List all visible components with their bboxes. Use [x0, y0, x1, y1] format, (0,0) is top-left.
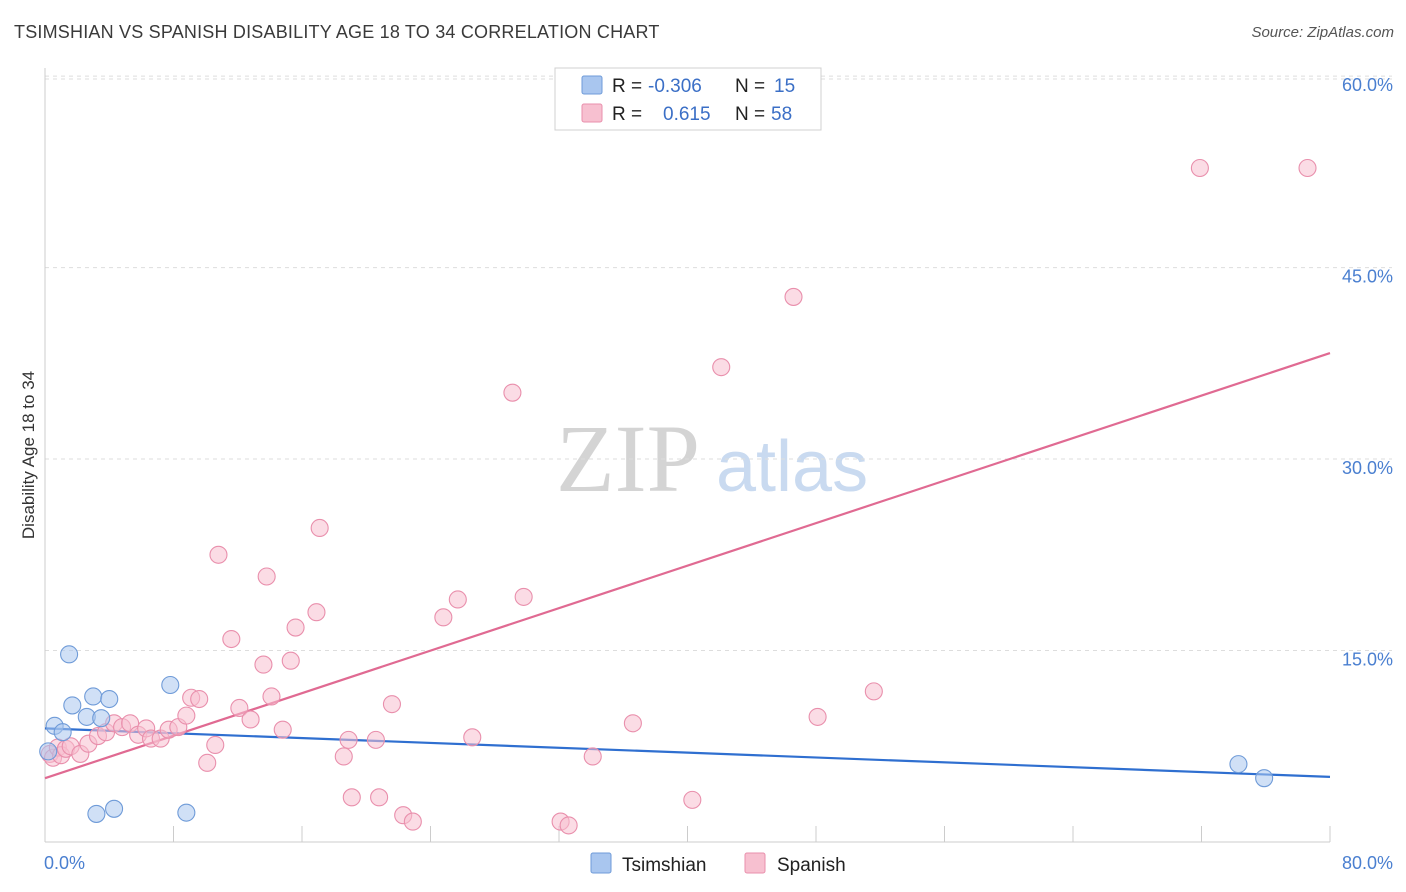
chart-title: TSIMSHIAN VS SPANISH DISABILITY AGE 18 T… [14, 22, 660, 42]
tsimshian-r-value: -0.306 [648, 76, 702, 97]
spanish-point [310, 518, 329, 538]
spanish-point [190, 689, 209, 709]
legend-spanish-label: Spanish [777, 855, 846, 876]
spanish-point [230, 698, 249, 718]
spanish-point [784, 287, 803, 306]
tsimshian-point [39, 742, 58, 761]
spanish-point [198, 753, 217, 772]
spanish-point [808, 707, 827, 726]
tsimshian-point [161, 675, 180, 695]
spanish-point [339, 730, 358, 749]
spanish-point [382, 695, 402, 714]
spanish-point [448, 590, 467, 609]
spanish-point [281, 651, 300, 670]
y-axis-label: Disability Age 18 to 34 [19, 371, 38, 539]
tsimshian-point [177, 803, 196, 822]
legend-spanish-swatch [744, 852, 766, 874]
watermark-zip: ZIP [556, 405, 700, 512]
tsimshian-n-label: N = [735, 76, 765, 97]
stats-legend: R = -0.306 N = 15 R = 0.615 N = 58 [554, 67, 822, 131]
tsimshian-point [1255, 769, 1274, 788]
spanish-point [370, 788, 389, 807]
tsimshian-point [84, 687, 103, 706]
watermark-atlas: atlas [716, 427, 868, 507]
spanish-point [286, 618, 305, 637]
spanish-point [514, 587, 533, 606]
tsimshian-point [92, 709, 111, 728]
spanish-point [583, 747, 602, 766]
spanish-point [366, 730, 385, 749]
spanish-point [177, 706, 196, 725]
y-tick-label: 15.0% [1342, 650, 1393, 670]
spanish-point [1190, 158, 1209, 178]
spanish-point [209, 545, 228, 564]
series-legend: Tsimshian Spanish [590, 852, 846, 876]
tsimshian-point [100, 689, 119, 709]
legend-tsimshian-label: Tsimshian [622, 855, 706, 876]
spanish-point [241, 710, 260, 729]
tsimshian-n-value: 15 [774, 76, 795, 97]
y-tick-label: 30.0% [1342, 458, 1393, 478]
spanish-point [403, 812, 422, 831]
spanish-point [712, 358, 731, 377]
spanish-point [1298, 158, 1317, 178]
spanish-r-value: 0.615 [663, 104, 711, 125]
tsimshian-point [105, 799, 124, 818]
tsimshian-point [1229, 755, 1248, 774]
spanish-point [623, 714, 642, 733]
spanish-n-label: N = [735, 104, 765, 125]
tsimshian-point [53, 723, 72, 742]
spanish-point [864, 682, 883, 701]
legend-tsimshian-swatch [590, 852, 612, 874]
spanish-point [559, 816, 578, 835]
tsimshian-swatch [581, 75, 603, 95]
spanish-swatch [581, 103, 603, 123]
tsimshian-r-label: R = [612, 76, 642, 97]
y-tick-label: 45.0% [1342, 267, 1393, 287]
spanish-point [463, 728, 482, 747]
spanish-point [683, 790, 702, 809]
spanish-point [257, 567, 276, 586]
spanish-point [334, 747, 353, 766]
spanish-r-label: R = [612, 104, 642, 125]
spanish-point [273, 720, 292, 739]
x-tick-label: 80.0% [1342, 853, 1393, 873]
spanish-point [262, 687, 281, 706]
x-tick-label: 0.0% [44, 853, 85, 873]
spanish-point [206, 735, 225, 755]
spanish-point [434, 608, 453, 627]
tsimshian-point [87, 804, 106, 823]
spanish-trend-line [44, 352, 1331, 780]
spanish-point [254, 655, 273, 674]
y-tick-label: 60.0% [1342, 75, 1393, 95]
spanish-point [342, 788, 361, 807]
spanish-n-value: 58 [771, 104, 792, 125]
source-label: Source: ZipAtlas.com [1251, 24, 1394, 41]
tsimshian-point [60, 645, 79, 664]
spanish-point [307, 603, 326, 622]
spanish-point [222, 629, 241, 649]
tsimshian-point [63, 696, 82, 715]
tsimshian-trend-line [44, 727, 1331, 778]
spanish-point [503, 383, 522, 402]
